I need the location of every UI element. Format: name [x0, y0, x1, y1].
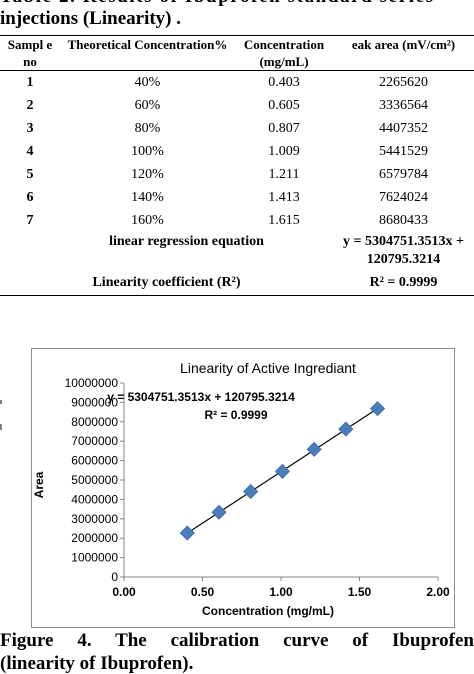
cell-concentration: 0.807 — [268, 121, 300, 136]
data-point — [369, 401, 386, 417]
data-point — [338, 421, 354, 437]
table-row: 4 100% 1.009 5441529 — [0, 140, 474, 163]
cell-theoretical: 100% — [131, 144, 164, 159]
margin-tick-mark — [0, 400, 2, 430]
cell-concentration: 1.211 — [268, 167, 300, 182]
chart-svg: Linearity of Active Ingrediant Concentra… — [32, 360, 450, 618]
table-title-line2: injections (Linearity) . — [0, 8, 182, 29]
table-row: 2 60% 0.605 3336564 — [0, 94, 474, 117]
y-tick-label: 8000000 — [71, 415, 118, 429]
regression-row: linear regression equation y = 5304751.3… — [0, 232, 474, 271]
y-tick-label: 9000000 — [71, 395, 118, 409]
cell-sample-no: 3 — [26, 121, 34, 136]
data-point — [211, 504, 227, 520]
x-tick-label: 0.00 — [112, 585, 136, 599]
table-row: 7 160% 1.615 8680433 — [0, 209, 474, 232]
cell-peak-area: 5441529 — [379, 144, 428, 159]
cell-peak-area: 4407352 — [379, 121, 428, 136]
data-point — [306, 441, 322, 457]
regression-value-line2: 120795.3214 — [366, 252, 441, 267]
regression-value-line1: y = 5304751.3513x + — [343, 234, 464, 249]
cell-sample-no: 4 — [26, 144, 34, 159]
data-point — [179, 525, 195, 541]
chart-y-axis-label: Area — [32, 471, 46, 498]
cell-peak-area: 6579784 — [379, 167, 428, 182]
figure-caption-line2: (linearity of Ibuprofen). — [0, 653, 194, 674]
figure-caption: Figure 4. The calibration curve of Ibupr… — [0, 629, 474, 674]
linearity-label: Linearity coefficient (R²) — [92, 275, 241, 290]
cell-concentration: 0.605 — [268, 98, 300, 113]
header-peak-area: eak area (mV/cm²) — [351, 37, 456, 52]
cell-peak-area: 3336564 — [379, 98, 428, 113]
y-tick-label: 1000000 — [71, 551, 118, 565]
chart-points — [179, 401, 386, 541]
table-title-line1: Table 2. Results of Ibuprofen standard s… — [0, 0, 435, 8]
y-tick-label: 3000000 — [71, 512, 118, 526]
cell-theoretical: 80% — [134, 121, 161, 136]
header-concentration: Concentration (mg/mL) — [243, 37, 325, 69]
table-header-row: Sampl e no Theoretical Concentration% Co… — [0, 35, 474, 71]
y-tick-label: 0 — [111, 570, 118, 584]
cell-sample-no: 7 — [26, 213, 34, 228]
cell-sample-no: 1 — [26, 75, 34, 90]
data-point — [243, 483, 259, 500]
table-row: 6 140% 1.413 7624024 — [0, 186, 474, 209]
cell-sample-no: 6 — [26, 190, 34, 205]
cell-theoretical: 160% — [131, 213, 164, 228]
cell-sample-no: 5 — [26, 167, 34, 182]
chart-r-squared: R² = 0.9999 — [204, 408, 267, 422]
regression-label: linear regression equation — [109, 234, 264, 249]
y-tick-label: 4000000 — [71, 492, 118, 506]
calibration-chart: Linearity of Active Ingrediant Concentra… — [31, 348, 455, 628]
header-sample-no: Sampl e no — [7, 37, 53, 69]
y-tick-label: 6000000 — [71, 454, 118, 468]
cell-peak-area: 7624024 — [379, 190, 428, 205]
cell-concentration: 0.403 — [268, 75, 300, 90]
linearity-value: R² = 0.9999 — [369, 275, 438, 290]
x-tick-label: 1.50 — [348, 585, 372, 599]
cell-concentration: 1.413 — [268, 190, 300, 205]
cell-sample-no: 2 — [26, 98, 34, 113]
table-row: 5 120% 1.211 6579784 — [0, 163, 474, 186]
y-tick-label: 10000000 — [65, 376, 119, 390]
x-tick-label: 1.00 — [269, 585, 293, 599]
x-tick-label: 0.50 — [191, 585, 215, 599]
results-table: Sampl e no Theoretical Concentration% Co… — [0, 35, 474, 296]
chart-equation: y = 5304751.3513x + 120795.3214 — [107, 390, 295, 404]
table-row: 1 40% 0.403 2265620 — [0, 71, 474, 95]
header-theoretical-concentration: Theoretical Concentration% — [67, 37, 228, 52]
table-row: 3 80% 0.807 4407352 — [0, 117, 474, 140]
linearity-row: Linearity coefficient (R²) R² = 0.9999 — [0, 271, 474, 296]
figure-caption-line1: Figure 4. The calibration curve of Ibupr… — [0, 630, 474, 651]
cell-theoretical: 140% — [131, 190, 164, 205]
cell-theoretical: 120% — [131, 167, 164, 182]
data-point — [274, 463, 290, 480]
cell-theoretical: 40% — [134, 75, 161, 90]
y-tick-label: 5000000 — [71, 473, 118, 487]
chart-title: Linearity of Active Ingrediant — [180, 360, 356, 376]
cell-peak-area: 2265620 — [379, 75, 428, 90]
chart-x-axis-label: Concentration (mg/mL) — [202, 604, 334, 618]
x-tick-label: 2.00 — [426, 585, 450, 599]
cell-concentration: 1.615 — [268, 213, 300, 228]
cell-concentration: 1.009 — [268, 144, 300, 159]
y-tick-label: 7000000 — [71, 434, 118, 448]
chart-axes: 0 1000000 2000000 3000000 4000000 5000000 6000… — [65, 376, 450, 599]
y-tick-label: 2000000 — [71, 531, 118, 545]
cell-theoretical: 60% — [134, 98, 161, 113]
regression-value: y = 5304751.3513x + 120795.3214 — [333, 232, 474, 271]
cell-peak-area: 8680433 — [379, 213, 428, 228]
